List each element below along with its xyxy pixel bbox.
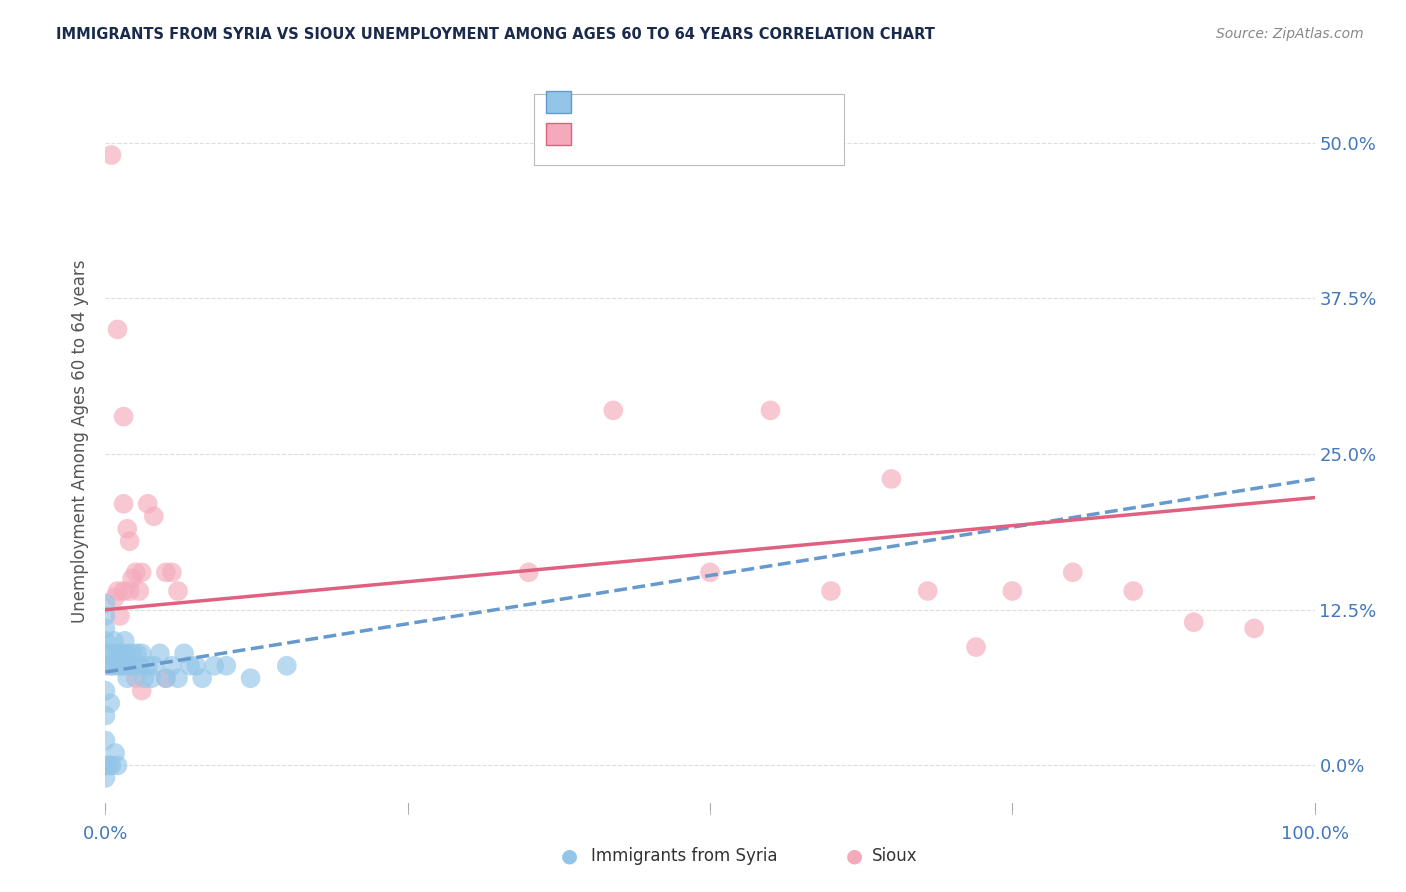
Point [112,658,135,673]
Point [94,633,117,648]
Text: R = 0.150: R = 0.150 [588,95,686,113]
Point [100,658,122,673]
Text: R = 0.277: R = 0.277 [588,128,686,145]
Point [107,322,129,336]
Point [276,658,298,673]
Point [100,758,122,772]
Point [699,566,721,580]
Text: ●: ● [561,847,578,866]
Point [1182,615,1205,630]
Point [98,758,121,772]
Point [94,597,117,611]
Y-axis label: Unemployment Among Ages 60 to 64 years: Unemployment Among Ages 60 to 64 years [72,260,90,624]
Point [124,671,148,685]
Point [141,671,163,685]
Text: Source: ZipAtlas.com: Source: ZipAtlas.com [1216,27,1364,41]
Point [167,584,190,599]
Point [112,409,135,424]
Point [94,733,117,747]
Point [115,671,138,685]
Point [121,572,143,586]
Point [1062,566,1084,580]
Point [108,609,131,624]
Point [114,633,136,648]
Point [121,646,143,660]
Point [105,658,128,673]
Point [94,708,117,723]
Point [94,658,117,673]
Point [131,683,153,698]
Point [107,646,129,660]
Point [112,584,135,599]
Point [179,658,201,673]
Point [94,621,117,635]
Point [107,584,129,599]
Point [149,646,172,660]
Text: ●: ● [846,847,863,866]
Point [142,658,165,673]
Point [759,403,782,417]
Point [820,584,842,599]
Point [134,671,156,685]
Point [128,658,150,673]
Text: N = 37: N = 37 [693,128,761,145]
Point [112,497,135,511]
Point [94,646,117,660]
Point [104,746,127,760]
Point [110,646,132,660]
Point [125,646,148,660]
Point [118,658,141,673]
Point [1001,584,1024,599]
Point [965,640,987,654]
Point [136,497,159,511]
Point [118,584,141,599]
Point [101,646,124,660]
Point [880,472,903,486]
Point [115,522,138,536]
Point [155,671,177,685]
Point [517,566,540,580]
Point [191,671,214,685]
Point [131,566,153,580]
Point [602,403,624,417]
Point [160,658,183,673]
Text: 100.0%: 100.0% [1281,825,1348,843]
Point [108,658,131,673]
Point [103,633,125,648]
Point [173,646,195,660]
Point [124,658,146,673]
Point [94,609,117,624]
Text: IMMIGRANTS FROM SYRIA VS SIOUX UNEMPLOYMENT AMONG AGES 60 TO 64 YEARS CORRELATIO: IMMIGRANTS FROM SYRIA VS SIOUX UNEMPLOYM… [56,27,935,42]
Point [155,671,177,685]
Point [100,658,122,673]
Point [100,148,122,162]
Point [160,566,183,580]
Text: N = 49: N = 49 [693,95,761,113]
Point [1122,584,1144,599]
Text: 0.0%: 0.0% [83,825,128,843]
Point [202,658,225,673]
Point [98,696,121,710]
Point [124,566,148,580]
Point [115,646,138,660]
Point [107,758,129,772]
Point [136,658,159,673]
Point [128,584,150,599]
Point [239,671,262,685]
Point [1243,621,1265,635]
Point [186,658,208,673]
Point [167,671,190,685]
Point [142,509,165,524]
Point [131,646,153,660]
Point [94,758,117,772]
Point [94,683,117,698]
Point [94,771,117,785]
Point [917,584,939,599]
Text: Sioux: Sioux [872,847,917,865]
Point [118,534,141,549]
Point [155,566,177,580]
Point [104,591,127,605]
Text: Immigrants from Syria: Immigrants from Syria [591,847,778,865]
Point [215,658,238,673]
